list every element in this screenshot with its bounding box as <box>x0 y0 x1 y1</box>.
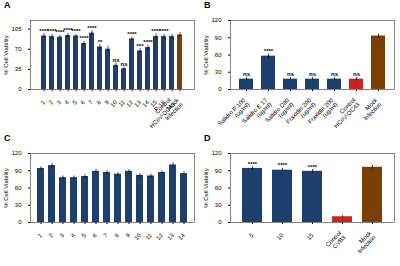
svg-text:ns: ns <box>120 61 128 67</box>
svg-text:Fraxidin 200(ug/ml): Fraxidin 200(ug/ml) <box>285 97 317 129</box>
svg-text:30: 30 <box>215 69 222 75</box>
svg-text:ns: ns <box>287 71 295 77</box>
svg-text:120: 120 <box>211 150 222 156</box>
svg-text:90: 90 <box>15 168 22 174</box>
svg-text:12: 12 <box>155 232 164 241</box>
svg-text:Salidro P 100(ug/ml): Salidro P 100(ug/ml) <box>217 97 251 131</box>
svg-text:11: 11 <box>144 232 153 241</box>
svg-text:****: **** <box>278 162 288 168</box>
svg-text:105: 105 <box>11 26 22 32</box>
svg-text:4: 4 <box>63 99 70 106</box>
svg-text:****: **** <box>87 25 97 31</box>
svg-text:****: **** <box>79 35 89 41</box>
svg-text:****: **** <box>264 48 274 54</box>
svg-text:90: 90 <box>215 168 222 174</box>
svg-text:6: 6 <box>79 99 86 106</box>
svg-text:3: 3 <box>55 99 62 106</box>
svg-text:15: 15 <box>306 232 315 241</box>
svg-text:70: 70 <box>15 46 22 52</box>
svg-text:120: 120 <box>11 150 22 156</box>
svg-text:2: 2 <box>47 99 54 106</box>
svg-text:0: 0 <box>18 219 22 225</box>
svg-text:9: 9 <box>124 232 131 239</box>
svg-text:ns: ns <box>243 71 251 77</box>
svg-text:5: 5 <box>71 99 78 106</box>
svg-text:****: **** <box>71 28 81 34</box>
svg-text:5: 5 <box>248 232 255 239</box>
svg-text:60: 60 <box>15 185 22 191</box>
svg-text:ns: ns <box>331 71 339 77</box>
svg-text:8: 8 <box>113 232 120 239</box>
svg-text:6: 6 <box>91 232 98 239</box>
svg-text:1: 1 <box>36 232 43 239</box>
svg-text:5: 5 <box>80 232 87 239</box>
svg-text:0: 0 <box>18 86 22 92</box>
svg-text:7: 7 <box>87 99 94 106</box>
svg-text:% Cell Viability: % Cell Viability <box>203 168 209 208</box>
svg-text:****: **** <box>127 31 137 37</box>
svg-text:4: 4 <box>69 232 76 239</box>
svg-text:60: 60 <box>215 52 222 58</box>
svg-text:8: 8 <box>95 99 102 106</box>
svg-text:****: **** <box>159 28 169 34</box>
svg-text:****: **** <box>308 164 318 170</box>
svg-text:13: 13 <box>166 232 175 241</box>
svg-text:****: **** <box>248 161 258 167</box>
svg-text:ControlHCoV-OC43: ControlHCoV-OC43 <box>329 97 362 130</box>
svg-text:% Cell Viability: % Cell Viability <box>203 35 209 75</box>
svg-text:30: 30 <box>15 202 22 208</box>
svg-text:35: 35 <box>15 66 22 72</box>
svg-text:2: 2 <box>47 232 54 239</box>
svg-text:1: 1 <box>39 99 46 106</box>
svg-text:3: 3 <box>58 232 65 239</box>
svg-text:ns: ns <box>309 71 317 77</box>
svg-text:0: 0 <box>218 219 222 225</box>
svg-text:ns: ns <box>112 57 120 63</box>
svg-text:0: 0 <box>218 86 222 92</box>
svg-text:****: **** <box>143 39 153 45</box>
svg-text:MockInfection: MockInfection <box>352 229 377 254</box>
svg-text:% Cell Viability: % Cell Viability <box>3 168 9 208</box>
svg-text:ControlCVB3: ControlCVB3 <box>325 230 348 253</box>
svg-text:ns: ns <box>353 71 361 77</box>
svg-text:14: 14 <box>177 232 186 241</box>
svg-text:MockInfection: MockInfection <box>160 96 185 121</box>
svg-text:7: 7 <box>102 232 109 239</box>
svg-text:120: 120 <box>211 17 222 23</box>
svg-text:MockInfection: MockInfection <box>358 96 383 121</box>
svg-text:90: 90 <box>215 35 222 41</box>
svg-text:10: 10 <box>276 232 285 241</box>
svg-text:**: ** <box>98 39 103 45</box>
svg-text:Salidro E 17(ug/ml): Salidro E 17(ug/ml) <box>241 97 273 129</box>
svg-text:60: 60 <box>215 185 222 191</box>
svg-text:% Cell Viability: % Cell Viability <box>3 35 9 75</box>
svg-text:10: 10 <box>133 232 142 241</box>
svg-text:30: 30 <box>215 202 222 208</box>
